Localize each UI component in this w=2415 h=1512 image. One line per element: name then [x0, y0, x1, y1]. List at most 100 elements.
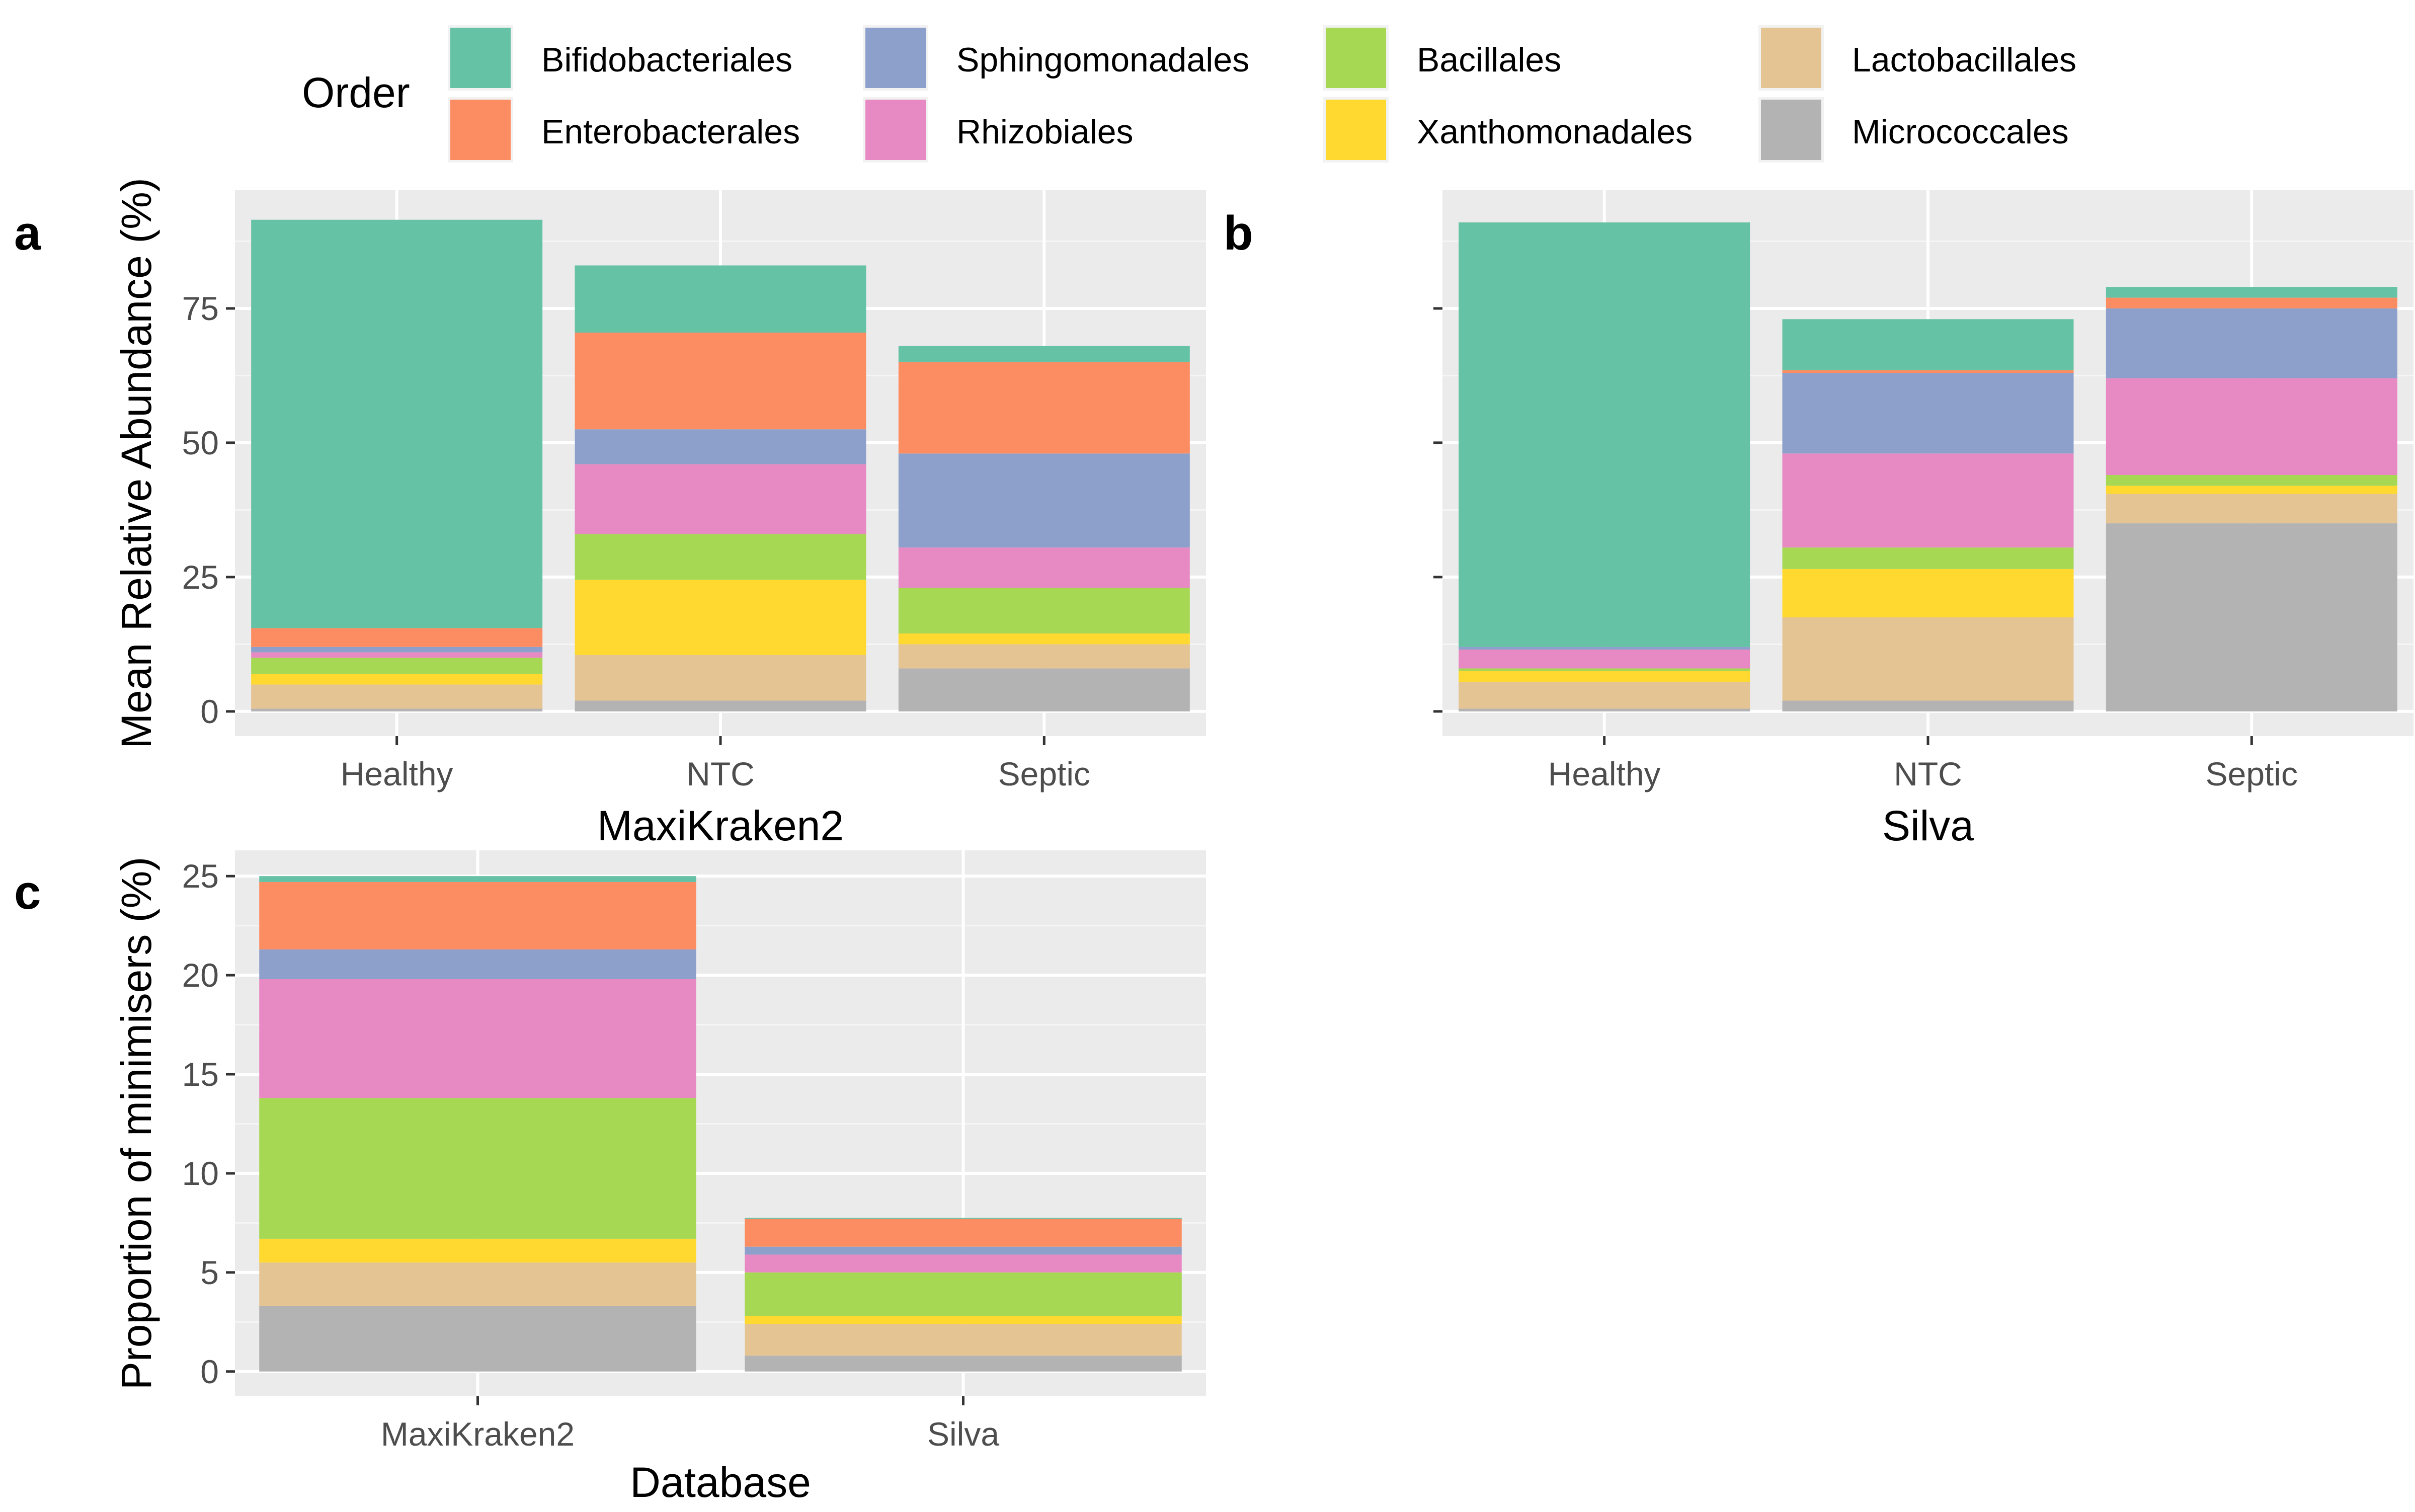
y-axis-title: Proportion of minimisers (%): [113, 857, 160, 1390]
panel-c: 0 5 10 15 20 25 Proportion of minimisers (%) Ma…: [113, 850, 1206, 1506]
bar-segment-bacillales-ntc: [575, 534, 866, 580]
bar-segment-micrococcales-septic: [2106, 523, 2397, 711]
bar-segment-micrococcales-maxikraken2: [259, 1306, 696, 1372]
legend-label-bifidobacteriales: Bifidobacteriales: [541, 41, 792, 79]
bar-segment-lactobacillales-septic: [2106, 494, 2397, 524]
legend-swatch-micrococcales: [1761, 100, 1821, 160]
y-axis-title: Mean Relative Abundance (%): [113, 178, 160, 749]
bar-segment-sphingomonadales-maxikraken2: [259, 949, 696, 979]
legend-label-xanthomonadales: Xanthomonadales: [1417, 113, 1693, 151]
legend-label-sphingomonadales: Sphingomonadales: [956, 41, 1249, 79]
bar-segment-lactobacillales-ntc: [1782, 617, 2074, 701]
bar-segment-bifidobacteriales-maxikraken2: [259, 876, 696, 883]
x-tick-label: Silva: [927, 1415, 999, 1453]
legend-items: Bifidobacteriales Enterobacterales Sphingo…: [448, 25, 2076, 163]
y-tick-label: 20: [182, 957, 219, 994]
bar-segment-bacillales-healthy: [1459, 668, 1750, 671]
bar-segment-bifidobacteriales-ntc: [1782, 319, 2074, 370]
bar-segment-bifidobacteriales-septic: [2106, 287, 2397, 298]
panel-a: 0 25 50 75 Mean Relative Abundance (%) Health…: [113, 178, 1206, 849]
bar-segment-xanthomonadales-septic: [898, 633, 1190, 645]
bar-segment-xanthomonadales-healthy: [251, 674, 543, 685]
bar-segment-sphingomonadales-healthy: [1459, 647, 1750, 650]
x-tick-label: Septic: [2206, 755, 2298, 792]
legend-swatch-bifidobacteriales: [450, 28, 511, 88]
legend-label-lactobacillales: Lactobacillales: [1852, 41, 2076, 79]
bar-segment-sphingomonadales-septic: [2106, 308, 2397, 378]
bar-segment-rhizobiales-silva: [745, 1254, 1182, 1272]
x-tick-label: Healthy: [1548, 755, 1661, 792]
panel-tag-a: a: [14, 206, 41, 260]
bar-segment-rhizobiales-ntc: [575, 464, 866, 534]
bar-segment-sphingomonadales-ntc: [575, 429, 866, 464]
bar-segment-rhizobiales-septic: [2106, 378, 2397, 475]
y-tick-label: 75: [182, 290, 219, 327]
legend-swatch-lactobacillales: [1761, 28, 1821, 88]
bar-segment-rhizobiales-healthy: [251, 652, 543, 658]
y-tick-label: 25: [182, 559, 219, 596]
y-tick-label: 0: [200, 693, 219, 730]
bar-segment-bacillales-septic: [2106, 474, 2397, 486]
bar-segment-micrococcales-silva: [745, 1356, 1182, 1372]
bar-segment-bacillales-septic: [898, 588, 1190, 634]
legend-title: Order: [302, 69, 410, 116]
bar-segment-xanthomonadales-healthy: [1459, 671, 1750, 682]
bar-segment-micrococcales-ntc: [1782, 700, 2074, 711]
bar-segment-bifidobacteriales-silva: [745, 1218, 1182, 1219]
y-tick-label: 0: [200, 1353, 219, 1390]
legend-swatch-rhizobiales: [865, 100, 926, 160]
legend-swatch-enterobacterales: [450, 100, 511, 160]
x-tick-label: MaxiKraken2: [381, 1415, 575, 1453]
bar-segment-bacillales-maxikraken2: [259, 1098, 696, 1239]
bar-segment-rhizobiales-healthy: [1459, 650, 1750, 669]
legend-swatch-xanthomonadales: [1326, 100, 1386, 160]
bar-segment-lactobacillales-ntc: [575, 655, 866, 701]
x-tick-label: NTC: [686, 755, 755, 792]
bar-segment-lactobacillales-silva: [745, 1324, 1182, 1356]
bar-segment-lactobacillales-septic: [898, 644, 1190, 669]
bar-segment-xanthomonadales-ntc: [1782, 569, 2074, 617]
bar-segment-enterobacterales-septic: [2106, 297, 2397, 308]
bar-segment-rhizobiales-maxikraken2: [259, 979, 696, 1098]
bar-segment-enterobacterales-septic: [898, 362, 1190, 454]
bar-segment-xanthomonadales-septic: [2106, 486, 2397, 494]
bar-segment-sphingomonadales-ntc: [1782, 373, 2074, 454]
bar-segment-enterobacterales-healthy: [251, 628, 543, 647]
bar-segment-bifidobacteriales-ntc: [575, 265, 866, 333]
bar-segment-bifidobacteriales-healthy: [1459, 222, 1750, 647]
bar-segment-enterobacterales-maxikraken2: [259, 882, 696, 949]
bar-segment-enterobacterales-ntc: [1782, 370, 2074, 373]
panel-tag-b: b: [1224, 206, 1253, 260]
y-tick-label: 5: [200, 1254, 219, 1291]
legend-label-enterobacterales: Enterobacterales: [541, 113, 800, 151]
y-tick-label: 10: [182, 1155, 219, 1192]
bar-segment-xanthomonadales-ntc: [575, 580, 866, 655]
x-tick-label: Septic: [998, 755, 1090, 792]
y-tick-label: 50: [182, 424, 219, 461]
bar-segment-bacillales-silva: [745, 1272, 1182, 1316]
bar-segment-lactobacillales-maxikraken2: [259, 1262, 696, 1306]
panel-tag-c: c: [14, 865, 41, 919]
legend: Order Bifidobacteriales Enterobacterales S…: [302, 25, 2076, 163]
y-tick-label: 25: [182, 857, 219, 895]
bar-segment-micrococcales-ntc: [575, 700, 866, 711]
legend-swatch-bacillales: [1326, 28, 1386, 88]
bar-segment-bifidobacteriales-septic: [898, 346, 1190, 362]
bar-segment-rhizobiales-ntc: [1782, 453, 2074, 548]
bar-segment-lactobacillales-healthy: [1459, 682, 1750, 709]
bar-segment-bifidobacteriales-healthy: [251, 219, 543, 628]
x-tick-label: NTC: [1894, 755, 1962, 792]
y-tick-label: 15: [182, 1056, 219, 1093]
x-axis-title: MaxiKraken2: [597, 802, 844, 849]
bar-segment-sphingomonadales-silva: [745, 1246, 1182, 1255]
bar-segment-xanthomonadales-maxikraken2: [259, 1238, 696, 1263]
x-axis-title: Silva: [1882, 802, 1974, 849]
legend-swatch-sphingomonadales: [865, 28, 926, 88]
bar-segment-bacillales-ntc: [1782, 547, 2074, 569]
legend-label-micrococcales: Micrococcales: [1852, 113, 2069, 151]
bar-segment-xanthomonadales-silva: [745, 1316, 1182, 1324]
bar-segment-sphingomonadales-septic: [898, 453, 1190, 548]
bar-segment-rhizobiales-septic: [898, 547, 1190, 588]
